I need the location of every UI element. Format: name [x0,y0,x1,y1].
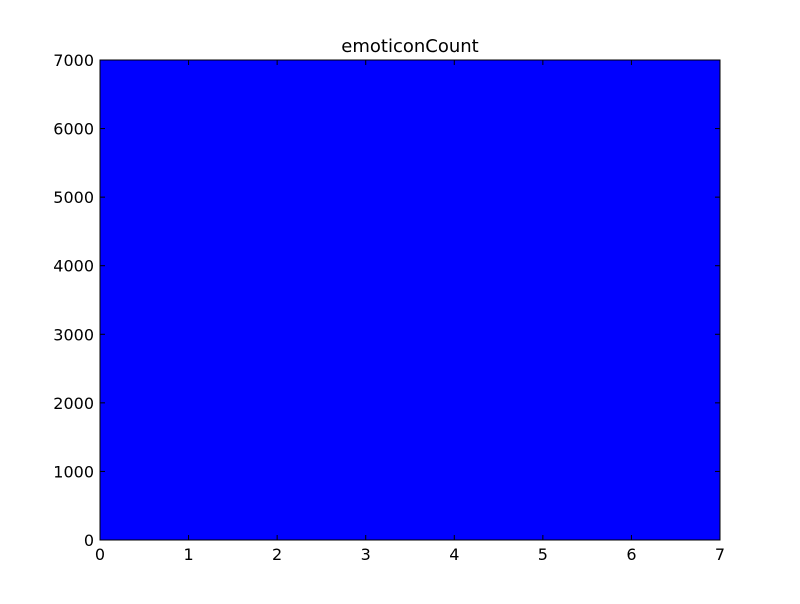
x-tick-label: 5 [538,545,548,564]
plot-frame [99,59,721,541]
y-tick-label: 0 [84,531,94,550]
x-tick-label: 2 [272,545,282,564]
series-area-0 [99,59,721,541]
series-layer [99,59,721,541]
y-tick-label: 4000 [53,257,94,276]
x-tick-label: 1 [183,545,193,564]
x-tick-label: 7 [715,545,725,564]
x-tick-label: 0 [95,545,105,564]
ticks-layer: 0 1 2 3 4 5 6 7 0 1000 2000 3000 4000 5000 6000 7000 [53,51,725,564]
y-tick-label: 2000 [53,394,94,413]
x-tick-label: 4 [449,545,459,564]
y-tick-label: 3000 [53,325,94,344]
y-tick-label: 5000 [53,188,94,207]
y-tick-label: 7000 [53,51,94,70]
y-tick-label: 1000 [53,462,94,481]
x-tick-label: 6 [626,545,636,564]
y-tick-label: 6000 [53,120,94,139]
chart-title: emoticonCount [341,36,478,57]
x-tick-label: 3 [361,545,371,564]
